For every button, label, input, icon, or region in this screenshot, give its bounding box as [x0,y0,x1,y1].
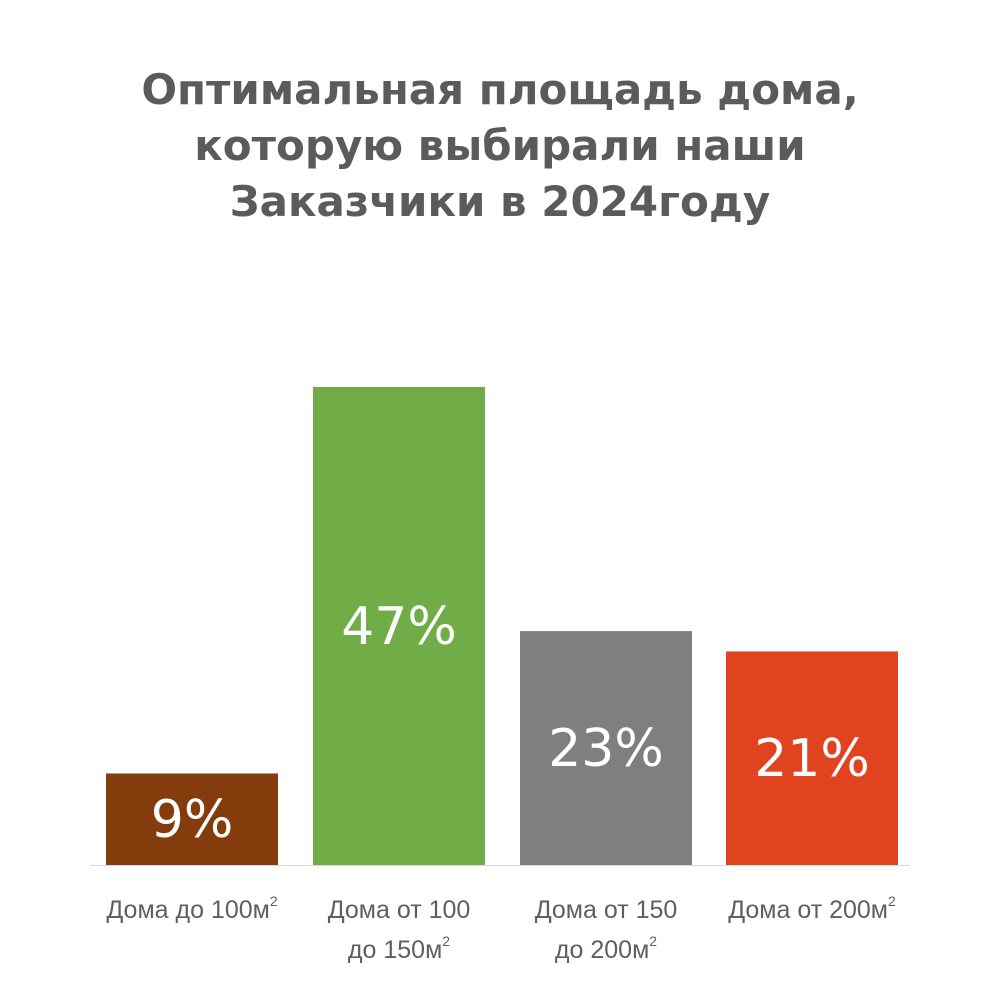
chart-title-line-1: Оптимальная площадь дома, [141,65,859,114]
category-label-4-line-1: Дома от 200м2 [728,893,896,924]
chart-title-line-3: Заказчики в 2024году [229,177,771,226]
chart-title: Оптимальная площадь дома, которую выбира… [0,62,1000,230]
category-label-3-line-2: до 200м2 [555,933,657,964]
category-label-1-line-1: Дома до 100м2 [106,893,278,924]
bar-value-label-1: 9% [151,790,234,850]
category-label-2-line-2: до 150м2 [348,933,450,964]
bar-2 [313,387,485,865]
bar-value-label-4: 21% [754,729,870,789]
bar-4 [726,651,898,865]
category-label-3-line-1: Дома от 150 [535,896,678,924]
category-label-2-line-1: Дома от 100 [328,896,471,924]
bar-value-label-2: 47% [341,597,457,657]
bar-3 [520,631,692,865]
chart-title-line-2: которую выбирали наши [194,121,806,170]
bar-1 [106,773,278,865]
bar-value-label-3: 23% [548,719,664,779]
